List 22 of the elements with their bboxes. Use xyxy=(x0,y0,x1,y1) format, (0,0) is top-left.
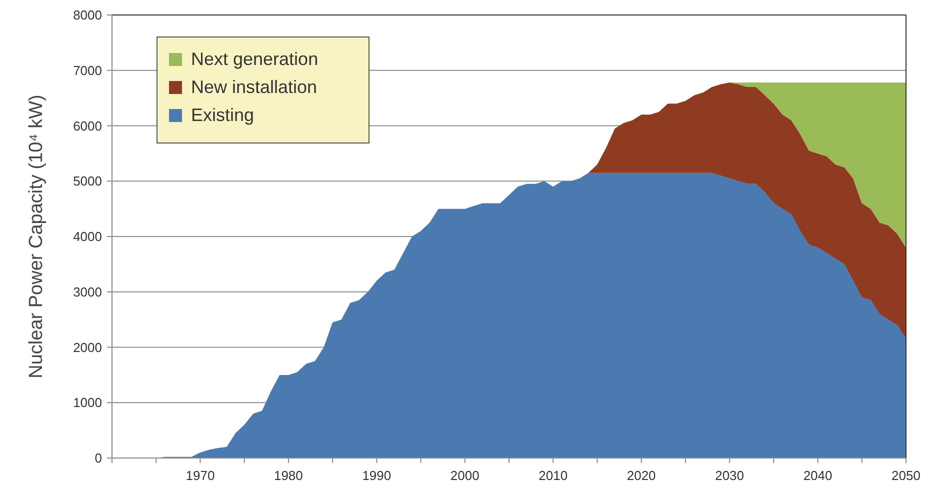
y-tick-label: 5000 xyxy=(73,174,102,189)
legend-label: Existing xyxy=(191,105,254,125)
legend-label: Next generation xyxy=(191,49,318,69)
y-tick-label: 2000 xyxy=(73,340,102,355)
x-tick-label: 1970 xyxy=(186,468,215,483)
x-tick-label: 2000 xyxy=(450,468,480,483)
y-axis-title: Nuclear Power Capacity (10⁴ kW) xyxy=(26,94,47,378)
y-tick-label: 3000 xyxy=(73,284,102,300)
legend-label: New installation xyxy=(191,77,318,97)
y-tick-label: 0 xyxy=(94,450,102,466)
x-tick-label: 2040 xyxy=(803,468,832,483)
y-tick-label: 4000 xyxy=(73,229,102,244)
y-tick-label: 7000 xyxy=(73,62,102,78)
x-tick-label: 1980 xyxy=(274,468,303,483)
x-tick-label: 2050 xyxy=(892,468,920,483)
x-tick-label: 1990 xyxy=(362,468,392,483)
x-tick-label: 2030 xyxy=(715,468,744,483)
y-tick-label: 1000 xyxy=(73,395,102,410)
x-tick-label: 2020 xyxy=(626,468,656,483)
x-tick-label: 2010 xyxy=(538,468,568,483)
y-tick-label: 6000 xyxy=(73,118,102,134)
y-tick-label: 8000 xyxy=(73,8,102,23)
